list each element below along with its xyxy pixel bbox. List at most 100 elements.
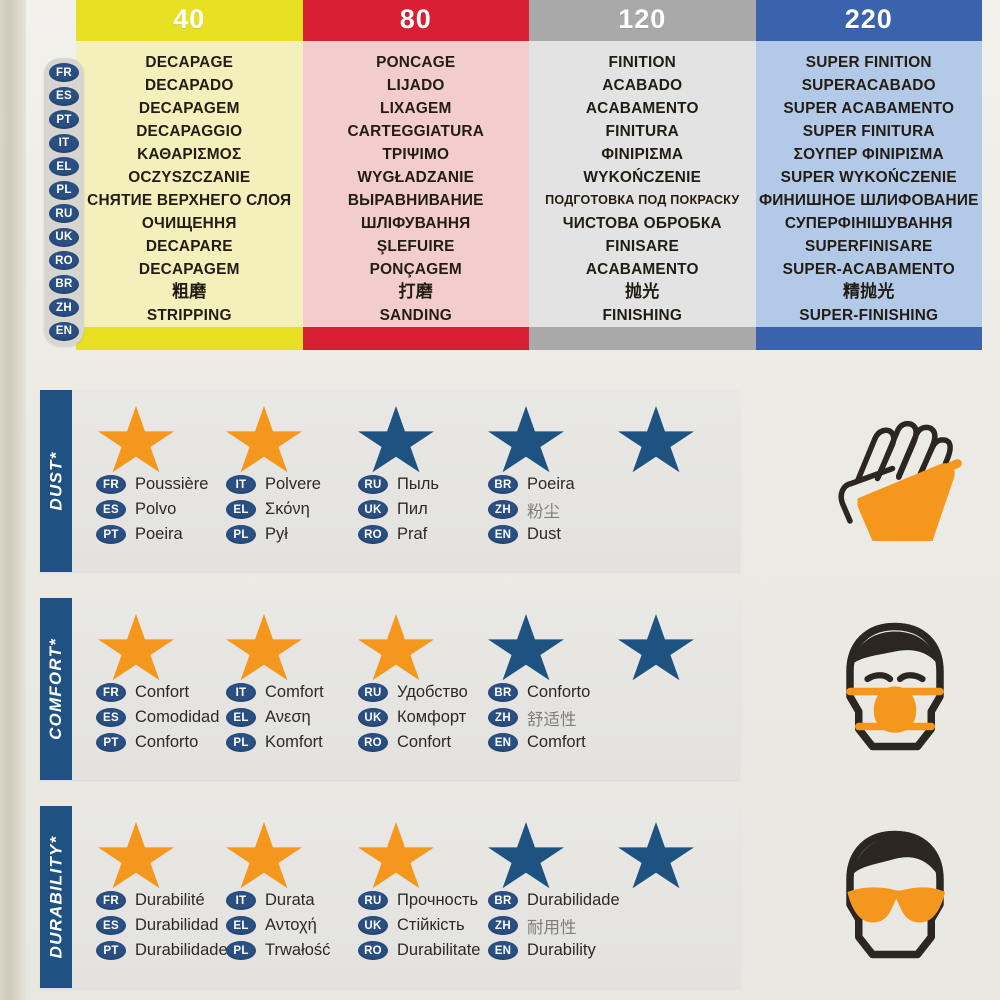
- translated-word: Σκόνη: [265, 500, 310, 518]
- language-word-group: FR Confort ES Comodidad PT Conforto: [96, 680, 219, 755]
- grit-term: 打磨: [398, 281, 433, 302]
- grit-term: DECAPAGGIO: [136, 122, 243, 140]
- grit-term: ŞLEFUIRE: [376, 237, 455, 255]
- language-badge-pt: PT: [96, 525, 126, 544]
- grit-term: FINISHING: [602, 306, 683, 324]
- language-badge-ro: RO: [358, 525, 388, 544]
- language-word-row: EN Dust: [488, 522, 575, 547]
- translated-word: Ανεση: [265, 708, 311, 726]
- translated-word: Comfort: [527, 733, 586, 751]
- rating-panel-comfort: COMFORT* FR Confort ES Comodidad PT Conforto IT…: [40, 598, 740, 780]
- language-word-row: IT Durata: [226, 888, 330, 913]
- language-word-row: EL Ανεση: [226, 705, 324, 730]
- language-word-row: EL Σκόνη: [226, 497, 321, 522]
- grit-term: SUPER-FINISHING: [799, 306, 939, 324]
- star-rating: [98, 614, 748, 681]
- panel-label-text: DURABILITY*: [46, 835, 66, 959]
- grit-term: ACABADO: [602, 76, 683, 94]
- grit-header-220: 220: [755, 0, 982, 41]
- language-badge-es: ES: [96, 500, 126, 519]
- grit-term: SUPERFINISARE: [805, 237, 933, 255]
- dust-mask-face-icon: [820, 614, 970, 769]
- language-badge-zh: ZH: [49, 298, 79, 318]
- grit-term: PONCAGE: [376, 53, 456, 71]
- grit-comparison-table: 40 DECAPAGE DECAPADO DECAPAGEM DECAPAGGIO ΚΑΘ…: [76, 0, 982, 350]
- language-badge-it: IT: [49, 133, 79, 153]
- language-word-row: FR Confort: [96, 680, 219, 705]
- language-word-row: ZH 舒适性: [488, 705, 590, 730]
- grit-terms-120: FINITION ACABADO ACABAMENTO FINITURA ΦΙΝΙΡΙΣ…: [529, 40, 756, 327]
- grit-term: ФИНИШНОЕ ШЛИФОВАНИЕ: [758, 191, 979, 209]
- language-badge-el: EL: [49, 157, 79, 177]
- language-badge-el: EL: [226, 500, 256, 519]
- translated-word: Комфорт: [397, 708, 467, 726]
- translated-word: Confort: [135, 683, 190, 701]
- grit-term: SUPER FINITION: [805, 53, 932, 71]
- grit-term: WYGŁADZANIE: [357, 168, 475, 186]
- translated-word: Poeira: [527, 475, 575, 493]
- language-word-row: EN Comfort: [488, 730, 590, 755]
- grit-header-120: 120: [529, 0, 756, 41]
- grit-term: ПОДГОТОВКА ПОД ПОКРАСКУ: [545, 192, 740, 207]
- star-empty: [618, 614, 694, 681]
- panel-label: COMFORT*: [40, 598, 72, 780]
- grit-term: FINISARE: [605, 237, 679, 255]
- language-legend-rail: FR ES PT IT EL PL RU UK RO BR ZH EN: [44, 58, 84, 346]
- language-word-row: RU Пыль: [358, 472, 439, 497]
- language-word-row: BR Poeira: [488, 472, 575, 497]
- language-badge-it: IT: [226, 891, 256, 910]
- translated-word: Comodidad: [135, 708, 220, 726]
- language-badge-fr: FR: [96, 475, 126, 494]
- grit-column-40: 40 DECAPAGE DECAPADO DECAPAGEM DECAPAGGIO ΚΑΘ…: [76, 0, 303, 350]
- grit-footer-bar: [76, 326, 303, 350]
- translated-word: 耐用性: [527, 917, 577, 937]
- translated-word: Durabilité: [135, 891, 205, 909]
- grit-term: ACABAMENTO: [585, 260, 699, 278]
- grit-column-120: 120 FINITION ACABADO ACABAMENTO FINITURA ΦΙΝΙ…: [529, 0, 756, 350]
- translated-word: Komfort: [265, 733, 323, 751]
- star-filled: [98, 822, 174, 889]
- star-filled: [226, 406, 302, 473]
- star-empty: [358, 406, 434, 473]
- language-word-row: PT Durabilidade: [96, 938, 228, 963]
- language-word-row: RO Praf: [358, 522, 439, 547]
- language-badge-br: BR: [488, 475, 518, 494]
- language-word-row: ES Polvo: [96, 497, 208, 522]
- language-word-row: UK Стійкість: [358, 913, 480, 938]
- language-word-group: FR Poussière ES Polvo PT Poeira: [96, 472, 208, 547]
- panel-label-text: DUST*: [46, 451, 65, 511]
- grit-term: LIJADO: [386, 76, 445, 94]
- star-empty: [488, 822, 564, 889]
- language-badge-ro: RO: [49, 251, 79, 271]
- language-badge-uk: UK: [49, 227, 79, 247]
- language-badge-uk: UK: [358, 500, 388, 519]
- grit-term: STRIPPING: [146, 306, 232, 324]
- language-word-row: UK Пил: [358, 497, 439, 522]
- star-filled: [226, 822, 302, 889]
- translated-word: Удобство: [397, 683, 468, 701]
- grit-term: SUPER-ACABAMENTO: [782, 260, 955, 278]
- language-badge-pl: PL: [226, 733, 256, 752]
- grit-term: OCZYSZCZANIE: [128, 168, 251, 186]
- translated-word: 粉尘: [527, 501, 560, 521]
- panel-content: FR Poussière ES Polvo PT Poeira IT Polvere EL Σκό…: [72, 390, 740, 572]
- grit-term: ΤΡΙΨΙΜΟ: [382, 145, 450, 163]
- language-word-row: ZH 粉尘: [488, 497, 575, 522]
- panel-content: FR Confort ES Comodidad PT Conforto IT Comfort E…: [72, 598, 740, 780]
- safety-glasses-face-icon: [820, 822, 970, 977]
- panel-label: DUST*: [40, 390, 72, 572]
- translated-word: Dust: [527, 525, 561, 543]
- grit-term: ОЧИЩЕННЯ: [141, 214, 237, 232]
- language-word-row: RO Durabilitate: [358, 938, 480, 963]
- language-badge-fr: FR: [96, 683, 126, 702]
- grit-term: DECAPAGEM: [138, 260, 240, 278]
- language-word-group: RU Прочность UK Стійкість RO Durabilitate: [358, 888, 480, 963]
- language-word-row: IT Polvere: [226, 472, 321, 497]
- grit-term: ВЫРАВНИВАНИЕ: [347, 191, 484, 209]
- language-word-row: PL Pył: [226, 522, 321, 547]
- grit-header-80: 80: [302, 0, 529, 41]
- grit-term: FINITION: [608, 53, 676, 71]
- rating-panel-dust: DUST* FR Poussière ES Polvo PT Poeira IT Polvere…: [40, 390, 740, 572]
- language-badge-pt: PT: [96, 733, 126, 752]
